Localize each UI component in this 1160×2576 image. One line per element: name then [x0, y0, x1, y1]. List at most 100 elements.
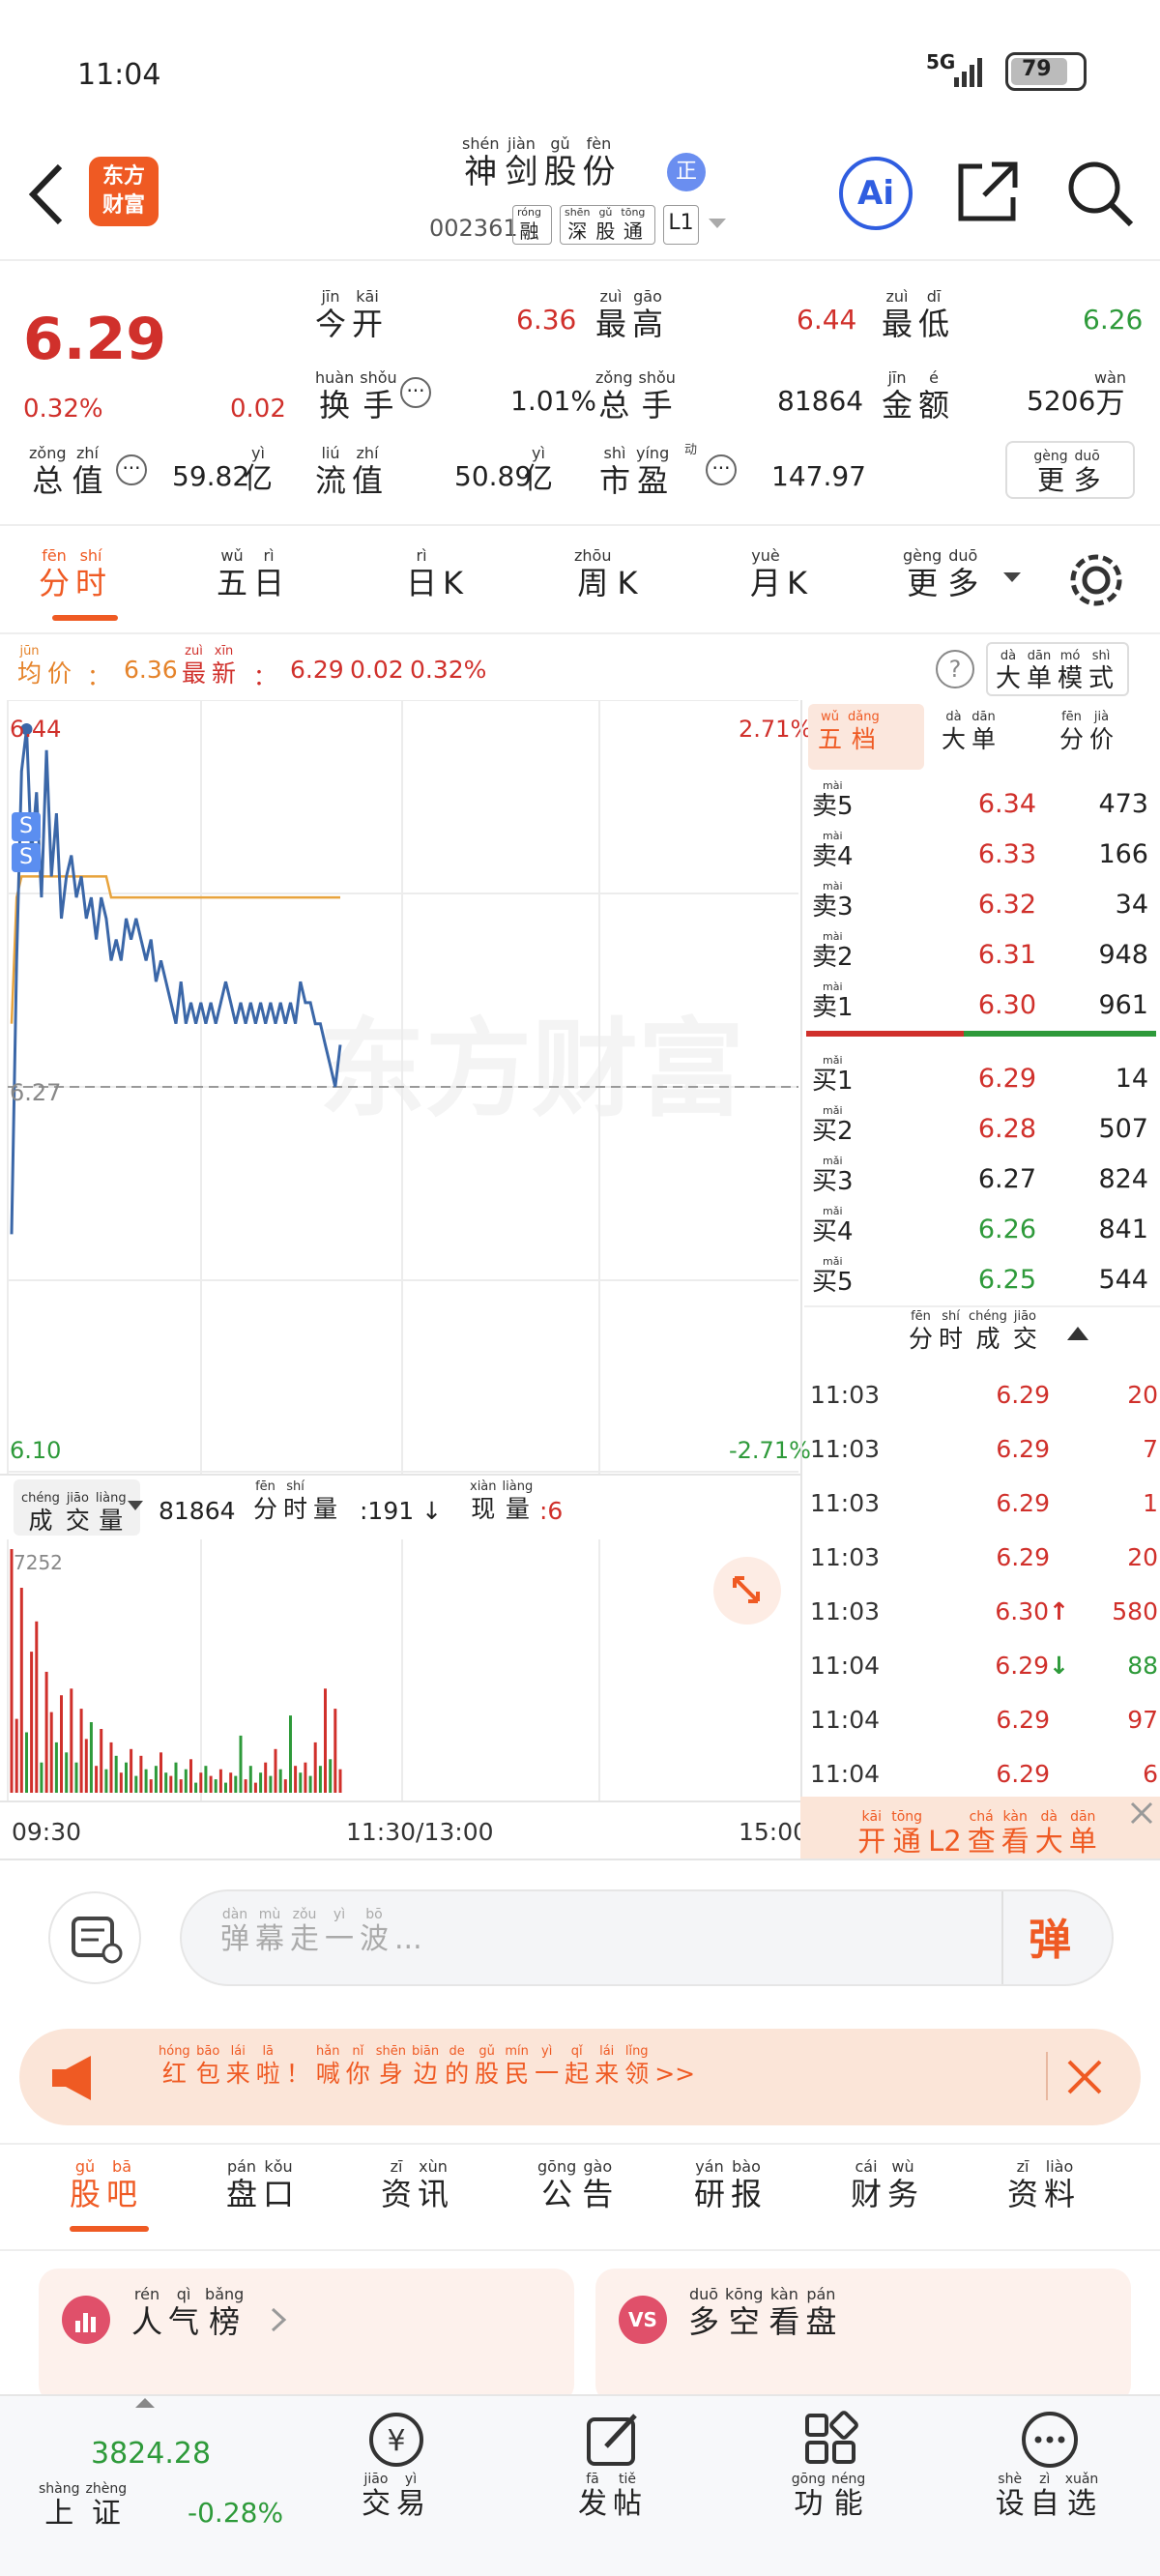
ruby-char: dà 大 [996, 649, 1022, 693]
ruby-char: shēn 深 [564, 206, 591, 243]
ruby-char: wù 务 [887, 2157, 919, 2213]
ruby-char: duō 多 [688, 2285, 720, 2341]
ruby-char: bā 吧 [106, 2157, 138, 2213]
avg-price-value: 6.36 [124, 656, 178, 684]
period-tab[interactable]: rì 日 K [406, 547, 469, 602]
orderbook-level[interactable]: mài 卖2 6.31 948 [812, 930, 1148, 972]
ruby-char: mù 幕 [255, 1907, 284, 1956]
content-tab[interactable]: zī 资 xùn 讯 [381, 2158, 454, 2213]
orderbook-level[interactable]: mài 卖3 6.32 34 [812, 880, 1148, 922]
expand-icon[interactable] [713, 1557, 781, 1625]
orderbook-level[interactable]: mài 卖4 6.33 166 [812, 830, 1148, 871]
ruby-char: dàn 弹 [220, 1907, 249, 1956]
ruby-char: zhōu 周 [574, 546, 612, 602]
bottom-nav-item[interactable]: shè 设 zì 自 xuǎn 选 [996, 2408, 1098, 2522]
period-tab[interactable]: wǔ 五 rì 日 [217, 547, 290, 602]
index-name[interactable]: shàng 上 zhèng 证 [39, 2481, 132, 2532]
orderbook-level[interactable]: mài 卖5 6.34 473 [812, 779, 1148, 821]
back-icon[interactable] [21, 161, 70, 228]
promo-banner[interactable]: hóng 红 bāo 包 lái 来 lā 啦！ hǎn 喊 nǐ 你 shēn 身 biān 边 de 的 gǔ 股… [19, 2029, 1141, 2125]
collapse-icon[interactable] [1063, 1319, 1092, 1348]
danmu-input[interactable]: dàn 弹 mù 幕 zǒu 走 yì 一 bō 波... 弹 [180, 1889, 1114, 1986]
help-icon[interactable]: ? [936, 650, 974, 688]
ruby-char: shén 神 [462, 134, 500, 192]
ruby-char: shè 设 [995, 2472, 1025, 2521]
danmu-send-button[interactable]: 弹 [1029, 1916, 1071, 1965]
orderbook-tab[interactable]: dà 大 dān 单 [942, 710, 1001, 754]
period-tab[interactable]: gèng 更 duō 多 [903, 547, 984, 602]
ruby-char: kāi 开 [857, 1809, 886, 1858]
stock-tags: róng 融 shēn 深 gǔ 股 tōng 通 L1 [512, 205, 728, 245]
bottom-nav-item[interactable]: gōng 功 néng 能 [783, 2408, 880, 2522]
pct-min-label: -2.71% [729, 1437, 811, 1464]
avg-price-label: jūn 均价 [17, 644, 77, 688]
content-tab[interactable]: gǔ 股 bā 吧 [70, 2157, 143, 2213]
share-icon[interactable] [953, 157, 1023, 226]
ruby-char: biān 边 [412, 2044, 440, 2088]
close-banner-icon[interactable] [1127, 1799, 1156, 1828]
period-tab[interactable]: yuè 月 K [750, 546, 813, 602]
ruby-char: bāo 包 [195, 2044, 220, 2088]
index-value[interactable]: 3824.28 [91, 2437, 212, 2471]
stock-name: shén 神 jiàn 剑 gǔ 股 fèn 份 [462, 134, 621, 192]
orderbook-level[interactable]: mǎi 买1 6.29 14 [812, 1054, 1148, 1096]
volume-bar [313, 1742, 317, 1793]
popularity-card[interactable]: rén 人 qì 气 bǎng 榜 [39, 2269, 574, 2404]
trades-title[interactable]: fēn 分 shí 时 chéng 成 jiāo 交 [909, 1309, 1043, 1354]
high-label: zuì 最 gāo 高 [595, 288, 669, 343]
volume-total: 81864 [159, 1497, 236, 1525]
bottom-nav-item[interactable]: ¥ jiāo 交 yì 易 [348, 2408, 445, 2522]
brand-logo[interactable]: 东方 财富 [89, 157, 159, 226]
content-tab[interactable]: zī 资 liào 料 [1007, 2158, 1081, 2213]
bottom-nav-item[interactable]: fā 发 tiě 帖 [565, 2408, 661, 2522]
orderbook-tab[interactable]: wǔ 五 dǎng 档 [818, 710, 885, 754]
orderbook-level[interactable]: mǎi 买3 6.27 824 [812, 1155, 1148, 1196]
volume-bar [84, 1739, 88, 1793]
orderbook-tab[interactable]: fēn 分 jià 价 [1059, 710, 1119, 754]
volume-bar [49, 1712, 53, 1793]
period-tab[interactable]: zhōu 周 K [574, 546, 643, 602]
content-tab[interactable]: pán 盘 kǒu 口 [226, 2158, 300, 2213]
bull-bear-card[interactable]: VS duō 多 kōng 空 kàn 看 pán 盘 [595, 2269, 1131, 2404]
content-tab[interactable]: yán 研 bào 报 [694, 2158, 768, 2213]
index-pct[interactable]: -0.28% [188, 2497, 284, 2529]
volume-bar [299, 1772, 303, 1793]
pe-info-icon[interactable]: ··· [706, 454, 737, 485]
search-icon[interactable] [1063, 157, 1137, 230]
arrow-up-icon: ↑ [1049, 1597, 1069, 1625]
content-tab[interactable]: gōng 公 gào 告 [537, 2158, 619, 2213]
turnover-info-icon[interactable]: ··· [400, 377, 431, 408]
mktcap-info-icon[interactable]: ··· [116, 454, 147, 485]
ruby-char: >> [654, 2060, 696, 2088]
ai-button[interactable]: Ai [839, 157, 913, 230]
volume-bar [134, 1775, 138, 1793]
close-promo-icon[interactable] [1065, 2058, 1104, 2096]
ruby-char: ... [394, 1922, 422, 1956]
sell-signal-marker[interactable]: S [12, 812, 41, 841]
orderbook-level[interactable]: mǎi 买2 6.28 507 [812, 1104, 1148, 1146]
orderbook-level[interactable]: mài 卖1 6.30 961 [812, 981, 1148, 1022]
ruby-char: yuè 月 [750, 546, 782, 602]
volume-bar [100, 1729, 103, 1793]
content-tab[interactable]: cái 财 wù 务 [851, 2157, 924, 2213]
change-pct: 0.32% [23, 395, 103, 424]
big-order-mode-button[interactable]: dà 大 dān 单 mó 模 shì 式 [986, 642, 1130, 696]
yen-icon: ¥ [364, 2408, 428, 2472]
volume-bar [264, 1762, 268, 1793]
sell-signal-marker[interactable]: S [12, 843, 41, 872]
orderbook-level[interactable]: mǎi 买5 6.25 544 [812, 1255, 1148, 1297]
settings-icon[interactable] [1063, 547, 1129, 613]
orderbook-level[interactable]: mǎi 买4 6.26 841 [812, 1205, 1148, 1246]
danmu-settings-button[interactable] [48, 1891, 141, 1984]
l2-banner[interactable]: kāi 开 tōng 通 L2 chá 查 kàn 看 dà 大 dān 单 [800, 1797, 1160, 1859]
svg-text:¥: ¥ [387, 2424, 405, 2458]
mktcap-unit: yì 亿 [244, 445, 278, 497]
buy-sell-ratio-bar [806, 1031, 1156, 1037]
period-tab[interactable]: fēn 分 shí 时 [39, 547, 112, 602]
more-caret-icon[interactable] [1001, 559, 1025, 598]
intraday-chart[interactable]: 东方财富 [0, 700, 802, 1860]
more-button[interactable]: gèng 更 duō 多 [1005, 441, 1135, 499]
float-cap-value: 50.89 [454, 460, 533, 492]
amount-value: 5206 [1027, 385, 1096, 417]
volume-selector[interactable]: chéng 成 jiāo 交 liàng 量 [14, 1479, 140, 1536]
